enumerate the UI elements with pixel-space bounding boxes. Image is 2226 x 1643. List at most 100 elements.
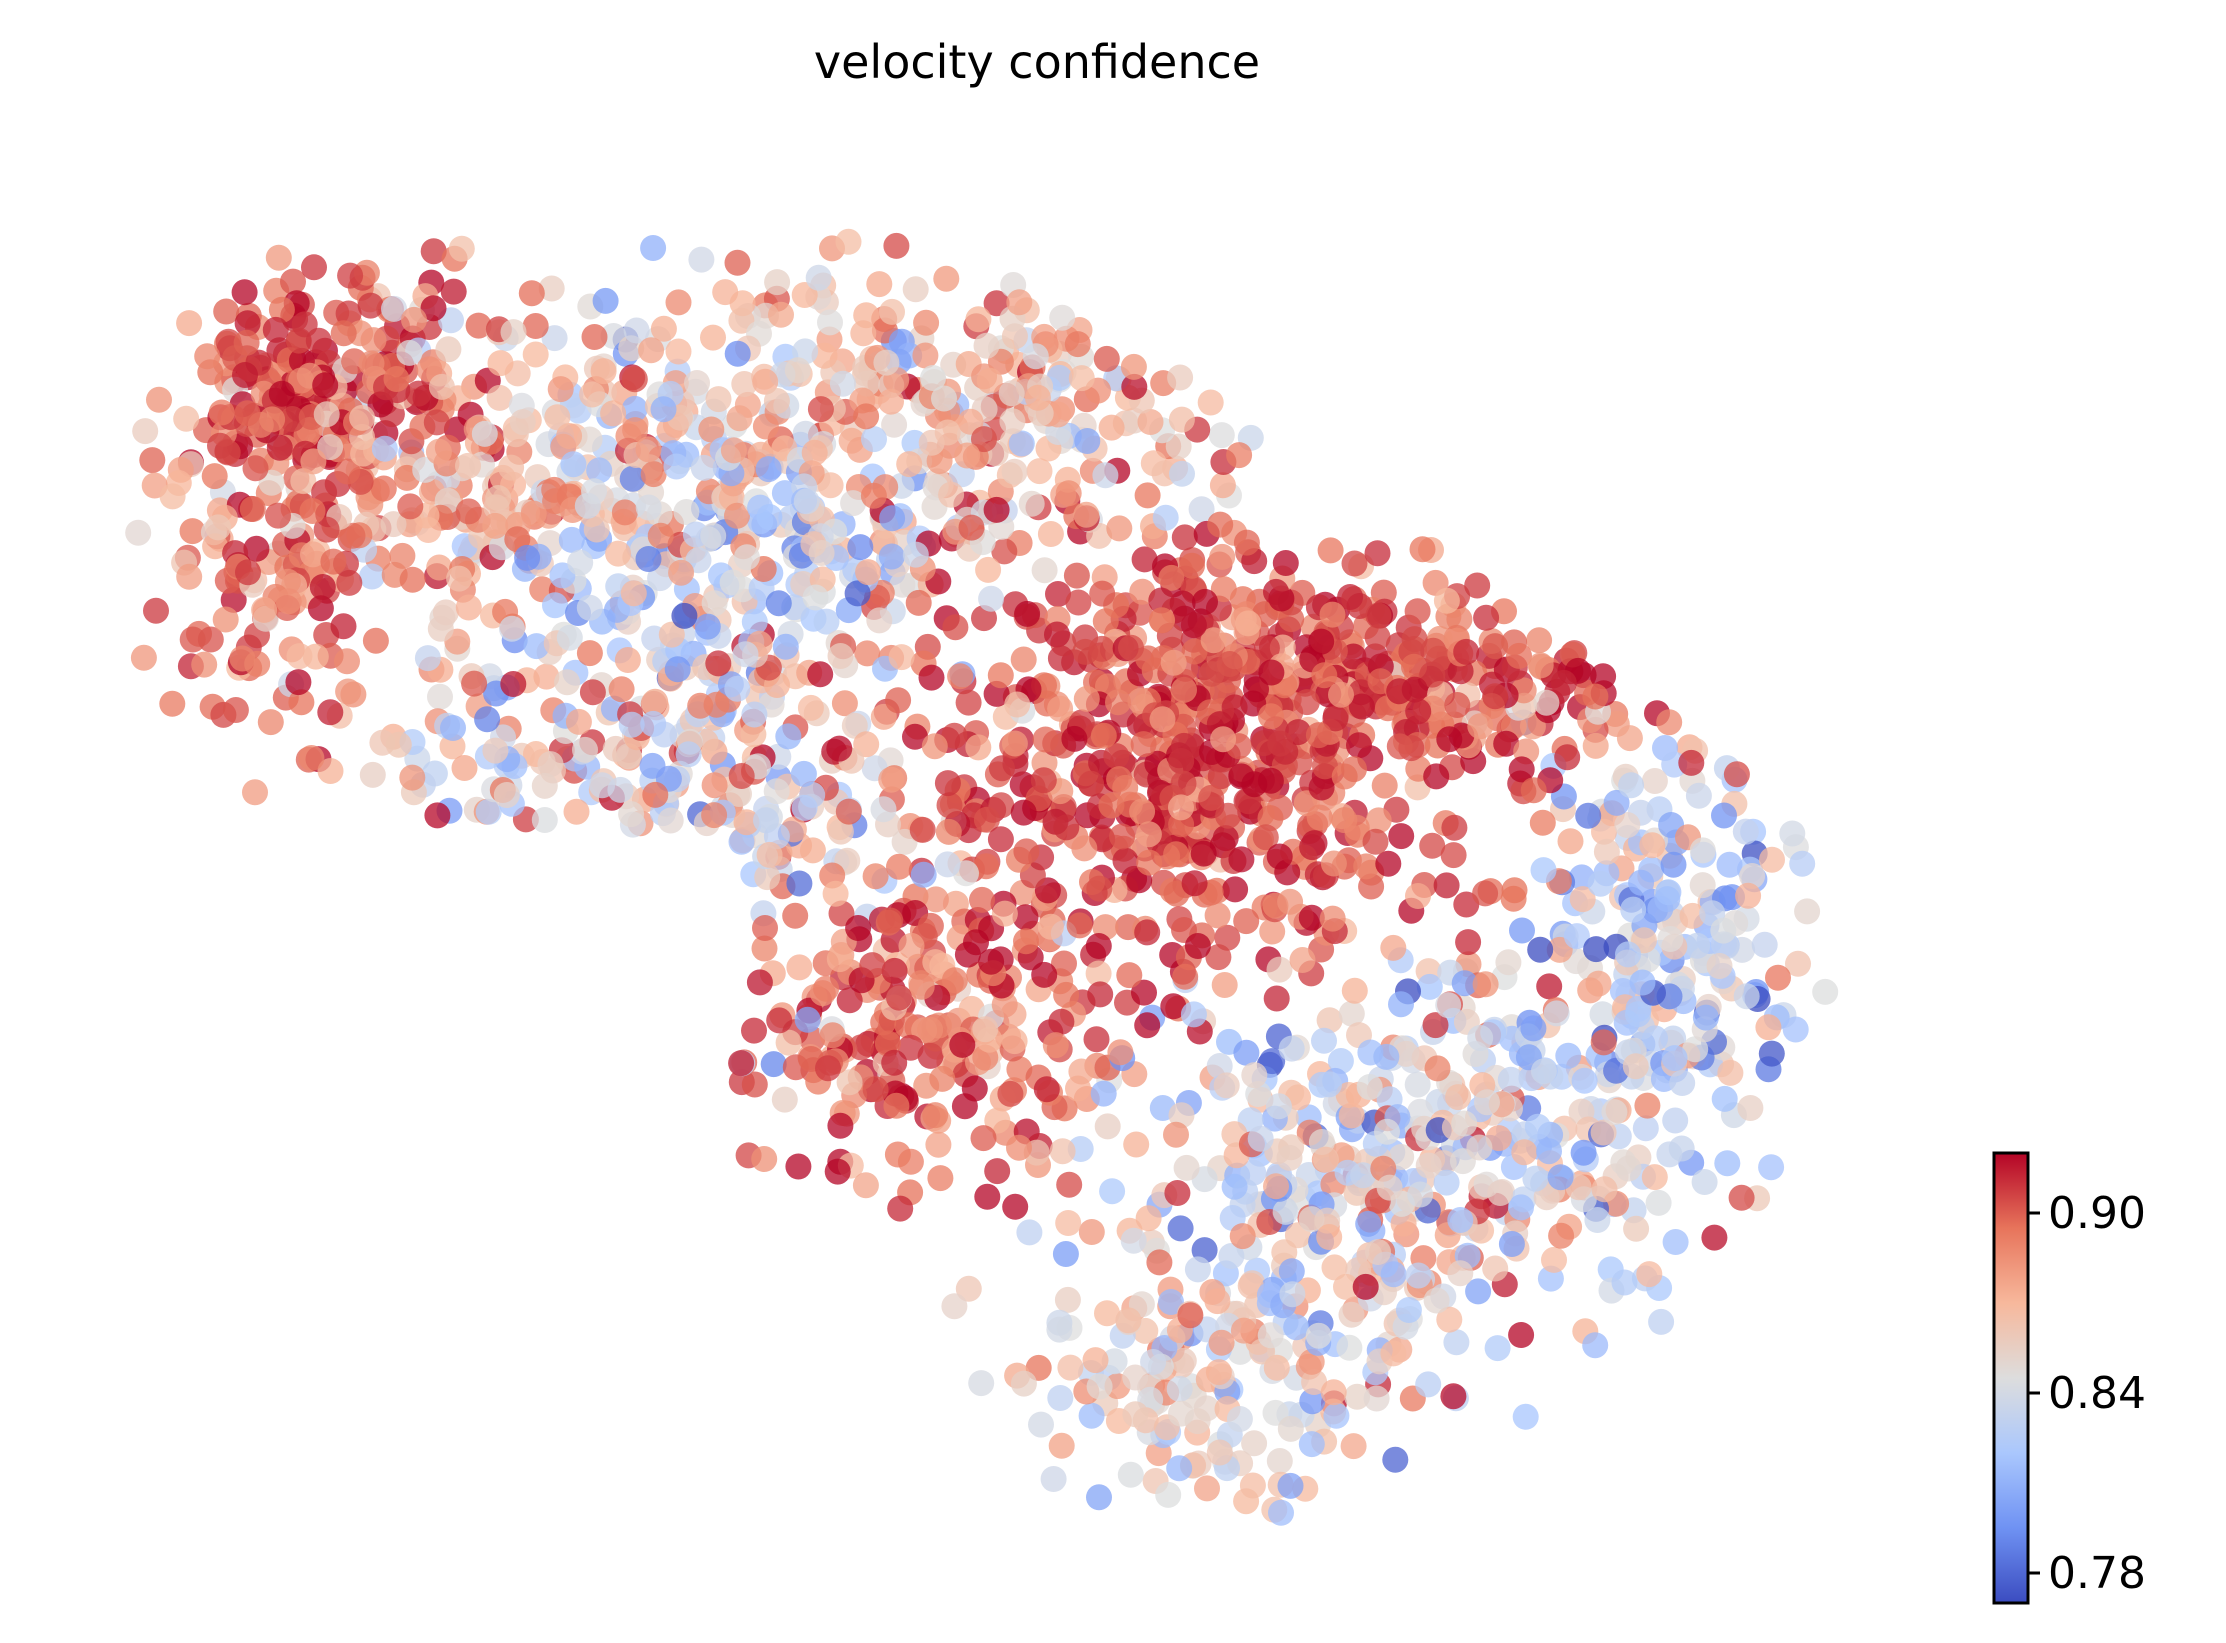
scatter-point: [1648, 1308, 1675, 1335]
scatter-point: [1087, 981, 1114, 1008]
scatter-point: [500, 319, 527, 346]
scatter-point: [1691, 1169, 1718, 1195]
scatter-point: [728, 1050, 755, 1077]
scatter-point: [1714, 1150, 1741, 1177]
scatter-point: [1433, 587, 1460, 614]
scatter-point: [638, 337, 665, 364]
scatter-point: [1317, 537, 1344, 564]
scatter-point: [1473, 604, 1500, 631]
scatter-point: [251, 596, 278, 623]
scatter-point: [898, 932, 925, 959]
scatter-point: [1440, 1383, 1467, 1410]
scatter-point: [1312, 753, 1338, 780]
scatter-point: [385, 731, 412, 758]
scatter-point: [1320, 1379, 1347, 1406]
scatter-point: [608, 676, 635, 703]
scatter-point: [290, 468, 317, 495]
scatter-point: [602, 735, 629, 762]
scatter-point: [1085, 960, 1112, 987]
scatter-point: [1103, 743, 1130, 770]
scatter-point: [712, 279, 739, 306]
scatter-point: [455, 452, 481, 479]
scatter-point: [1068, 365, 1095, 392]
scatter-point: [1277, 1415, 1304, 1442]
scatter-point: [309, 574, 336, 600]
scatter-point: [1311, 1027, 1337, 1054]
scatter-point: [425, 438, 452, 465]
scatter-point: [125, 519, 152, 546]
scatter-point: [531, 807, 558, 833]
scatter-point: [1611, 1269, 1638, 1296]
scatter-point: [1078, 1402, 1105, 1429]
scatter-point: [978, 948, 1005, 975]
scatter-point: [1728, 1184, 1755, 1211]
scatter-point: [782, 902, 809, 929]
scatter-point: [1222, 876, 1249, 903]
scatter-point: [1620, 896, 1647, 923]
scatter-point: [1184, 1256, 1211, 1283]
scatter-point: [733, 544, 760, 571]
scatter-point: [866, 607, 893, 634]
scatter-point: [1031, 557, 1058, 584]
scatter-point: [207, 432, 233, 459]
scatter-point: [1662, 1229, 1689, 1255]
scatter-point: [179, 626, 206, 653]
scatter-point: [786, 954, 813, 981]
scatter-point: [998, 380, 1025, 407]
scatter-point: [1472, 971, 1499, 998]
scatter-point: [1168, 1400, 1194, 1427]
scatter-point: [1022, 343, 1049, 370]
scatter-point: [724, 340, 751, 367]
scatter-point: [1160, 993, 1187, 1020]
scatter-point: [836, 987, 863, 1014]
scatter-point: [971, 426, 997, 453]
scatter-point: [451, 755, 478, 781]
scatter-point: [1404, 1071, 1431, 1098]
scatter-point: [1751, 931, 1778, 958]
scatter-point: [897, 1034, 924, 1061]
scatter-point: [1563, 923, 1590, 950]
scatter-point: [581, 324, 608, 350]
scatter-point: [428, 373, 455, 400]
scatter-point: [1440, 842, 1467, 869]
scatter-point: [1265, 1093, 1292, 1120]
scatter-point: [1094, 1300, 1120, 1327]
scatter-point: [1105, 689, 1131, 716]
scatter-point: [565, 708, 592, 735]
scatter-point: [1028, 1411, 1054, 1438]
scatter-point: [1451, 970, 1478, 997]
scatter-point: [426, 554, 453, 581]
scatter-point: [1590, 1029, 1617, 1056]
scatter-point: [335, 300, 362, 327]
scatter-point: [855, 559, 882, 586]
scatter-point: [1711, 1085, 1738, 1112]
scatter-point: [1230, 1317, 1257, 1344]
scatter-point: [862, 863, 889, 890]
scatter-point: [991, 538, 1018, 565]
scatter-point: [902, 276, 929, 303]
scatter-point: [537, 751, 564, 778]
scatter-point: [1170, 770, 1197, 797]
scatter-point: [1228, 846, 1255, 873]
scatter-point: [1487, 1180, 1514, 1206]
scatter-point: [1364, 624, 1391, 651]
scatter-point: [826, 735, 853, 762]
scatter-point: [1692, 1004, 1719, 1031]
scatter-point: [1055, 480, 1082, 507]
scatter-point: [1362, 828, 1389, 855]
scatter-point: [1283, 1314, 1310, 1341]
scatter-point: [307, 595, 334, 622]
scatter-point: [1436, 726, 1463, 753]
scatter-point: [1759, 846, 1785, 873]
scatter-point: [1506, 642, 1532, 669]
scatter-point: [1629, 969, 1656, 996]
scatter-point: [1512, 1403, 1539, 1430]
scatter-point: [724, 249, 751, 276]
scatter-point: [1624, 1001, 1651, 1028]
scatter-point: [1241, 771, 1268, 798]
scatter-point: [1482, 1255, 1509, 1282]
scatter-point: [1758, 1040, 1785, 1067]
scatter-point: [1710, 917, 1737, 944]
scatter-point: [965, 734, 992, 761]
scatter-point: [870, 796, 897, 823]
